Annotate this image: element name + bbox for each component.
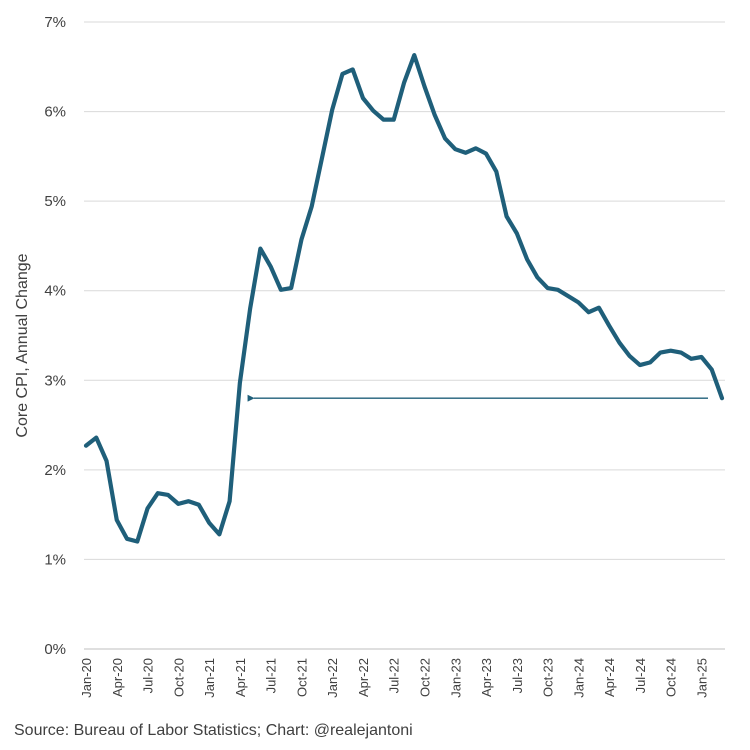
x-tick-label: Jul-20: [141, 658, 156, 693]
x-tick-label: Jul-22: [387, 658, 402, 693]
x-axis-ticks: Jan-20 Apr-20 Jul-20 Oct-20 Jan-21 Apr-21 Jul-…: [79, 658, 709, 698]
y-tick-label: 7%: [44, 14, 66, 31]
x-tick-label: Jul-23: [510, 658, 525, 693]
x-tick-label: Apr-21: [233, 658, 248, 697]
series-line: [83, 53, 725, 544]
x-tick-label: Apr-20: [110, 658, 125, 697]
x-tick-label: Jan-25: [694, 658, 709, 698]
y-tick-label: 3%: [44, 372, 66, 389]
y-tick-label: 5%: [44, 193, 66, 210]
y-tick-label: 6%: [44, 104, 66, 121]
y-axis-label: Core CPI, Annual Change: [14, 253, 31, 437]
y-tick-label: 1%: [44, 551, 66, 568]
line-chart: 0% 1% 2% 3% 4% 5% 6% 7% Jan-20 Apr-20 Jul-20 Oct-2…: [14, 14, 725, 698]
y-tick-label: 2%: [44, 462, 66, 479]
source-note: Source: Bureau of Labor Statistics; Char…: [14, 722, 413, 739]
y-axis-ticks: 0% 1% 2% 3% 4% 5% 6% 7%: [44, 14, 66, 658]
x-tick-label: Jan-22: [325, 658, 340, 698]
x-tick-label: Jan-21: [202, 658, 217, 698]
x-tick-label: Jan-20: [79, 658, 94, 698]
x-tick-label: Oct-24: [664, 658, 679, 697]
x-tick-label: Jan-24: [571, 658, 586, 698]
x-tick-label: Jul-24: [633, 658, 648, 693]
y-tick-label: 4%: [44, 283, 66, 300]
x-tick-label: Apr-23: [479, 658, 494, 697]
gridlines: [84, 21, 725, 650]
x-tick-label: Oct-21: [294, 658, 309, 697]
series-group: [83, 53, 725, 544]
x-tick-label: Apr-24: [602, 658, 617, 697]
y-tick-label: 0%: [44, 641, 66, 658]
x-tick-label: Oct-22: [418, 658, 433, 697]
x-tick-label: Apr-22: [356, 658, 371, 697]
x-tick-label: Oct-20: [171, 658, 186, 697]
x-tick-label: Oct-23: [541, 658, 556, 697]
x-tick-label: Jan-23: [448, 658, 463, 698]
x-tick-label: Jul-21: [264, 658, 279, 693]
